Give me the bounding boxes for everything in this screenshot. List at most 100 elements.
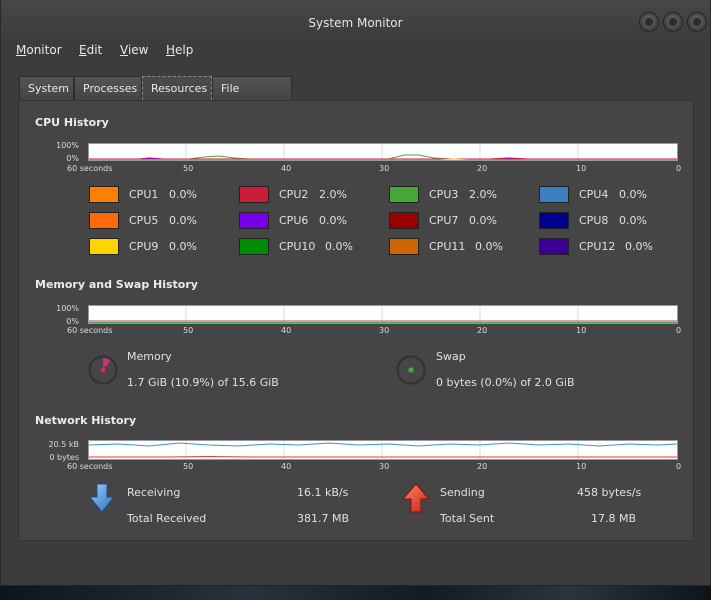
cpu5-color-swatch[interactable] xyxy=(89,212,119,229)
cpu2-value: 2.0% xyxy=(319,188,347,201)
window-title: System Monitor xyxy=(308,16,403,30)
cpu7-value: 0.0% xyxy=(469,214,497,227)
network-y-bottom-label: 0 bytes xyxy=(49,453,79,462)
network-y-top-label: 20.5 kB xyxy=(48,440,79,449)
memory-x-label-40: 40 xyxy=(281,326,292,335)
tab-system[interactable]: System xyxy=(19,76,74,100)
tab-file-systems[interactable]: File Systems xyxy=(212,76,292,118)
cpu9-value: 0.0% xyxy=(169,240,197,253)
cpu12-label: CPU12 xyxy=(579,240,616,253)
total-received-label: Total Received xyxy=(127,512,207,525)
memory-y-bottom-label: 0% xyxy=(66,317,79,326)
tab-processes[interactable]: Processes xyxy=(74,76,142,100)
cpu2-label: CPU2 xyxy=(279,188,309,201)
network-x-label-0: 0 xyxy=(676,462,682,471)
cpu7-color-swatch[interactable] xyxy=(389,212,419,229)
cpu3-color-swatch[interactable] xyxy=(389,186,419,203)
menu-monitor[interactable]: Monitor xyxy=(16,43,62,57)
resources-panel: CPU History 100% 0% 60 seconds 50 40 30 … xyxy=(18,100,694,541)
cpu-x-label-60: 60 seconds xyxy=(67,164,113,173)
menu-edit[interactable]: Edit xyxy=(79,43,103,57)
cpu9-label: CPU9 xyxy=(129,240,159,253)
total-sent-label: Total Sent xyxy=(440,512,495,525)
sending-label: Sending xyxy=(440,486,485,499)
cpu10-value: 0.0% xyxy=(325,240,353,253)
memory-x-label-50: 50 xyxy=(183,326,194,335)
cpu4-color-swatch[interactable] xyxy=(539,186,569,203)
menu-help[interactable]: Help xyxy=(166,43,194,57)
cpu3-value: 2.0% xyxy=(469,188,497,201)
cpu11-label: CPU11 xyxy=(429,240,466,253)
cpu4-label: CPU4 xyxy=(579,188,609,201)
cpu7-label: CPU7 xyxy=(429,214,459,227)
memory-value: 1.7 GiB (10.9%) of 15.6 GiB xyxy=(127,376,279,389)
total-sent-value: 17.8 MB xyxy=(591,512,637,525)
cpu-x-label-40: 40 xyxy=(281,164,292,173)
close-button[interactable] xyxy=(687,12,707,32)
cpu2-color-swatch[interactable] xyxy=(239,186,269,203)
network-x-label-60: 60 seconds xyxy=(67,462,113,471)
total-received-value: 381.7 MB xyxy=(297,512,350,525)
cpu5-label: CPU5 xyxy=(129,214,159,227)
swap-pie-icon[interactable] xyxy=(395,354,427,386)
sending-value: 458 bytes/s xyxy=(577,486,642,499)
receiving-label: Receiving xyxy=(127,486,181,499)
memory-x-label-0: 0 xyxy=(676,326,682,335)
memory-label: Memory xyxy=(127,350,172,363)
cpu12-value: 0.0% xyxy=(625,240,653,253)
cpu8-color-swatch[interactable] xyxy=(539,212,569,229)
swap-label: Swap xyxy=(436,350,466,363)
network-history-graph xyxy=(88,440,678,460)
network-x-label-50: 50 xyxy=(183,462,194,471)
network-history-title: Network History xyxy=(35,414,137,427)
swap-value: 0 bytes (0.0%) of 2.0 GiB xyxy=(436,376,575,389)
memory-history-title: Memory and Swap History xyxy=(35,278,198,291)
title-bar[interactable]: System Monitor xyxy=(1,0,710,40)
cpu9-color-swatch[interactable] xyxy=(89,238,119,255)
sending-arrow-icon[interactable] xyxy=(402,483,430,513)
cpu10-label: CPU10 xyxy=(279,240,316,253)
cpu10-color-swatch[interactable] xyxy=(239,238,269,255)
cpu-x-label-50: 50 xyxy=(183,164,194,173)
cpu6-color-swatch[interactable] xyxy=(239,212,269,229)
receiving-value: 16.1 kB/s xyxy=(297,486,349,499)
cpu-x-label-30: 30 xyxy=(379,164,390,173)
network-x-label-30: 30 xyxy=(379,462,390,471)
cpu-x-label-0: 0 xyxy=(676,164,682,173)
cpu-history-title: CPU History xyxy=(35,116,109,129)
memory-y-top-label: 100% xyxy=(56,304,79,313)
cpu8-label: CPU8 xyxy=(579,214,609,227)
memory-pie-icon[interactable] xyxy=(87,354,119,386)
cpu1-label: CPU1 xyxy=(129,188,159,201)
cpu-history-graph xyxy=(88,143,678,161)
menu-view[interactable]: View xyxy=(120,43,149,57)
memory-history-graph xyxy=(88,305,678,324)
network-x-label-20: 20 xyxy=(477,462,488,471)
memory-x-label-20: 20 xyxy=(477,326,488,335)
receiving-arrow-icon[interactable] xyxy=(89,483,115,513)
cpu12-color-swatch[interactable] xyxy=(539,238,569,255)
minimize-button[interactable] xyxy=(639,12,659,32)
memory-x-label-30: 30 xyxy=(379,326,390,335)
cpu-x-label-10: 10 xyxy=(576,164,587,173)
system-monitor-window: System Monitor Monitor Edit View Help Sy… xyxy=(0,0,711,586)
menu-bar: Monitor Edit View Help xyxy=(1,40,710,62)
cpu11-value: 0.0% xyxy=(475,240,503,253)
tab-resources[interactable]: Resources xyxy=(142,76,212,100)
cpu11-color-swatch[interactable] xyxy=(389,238,419,255)
network-x-label-40: 40 xyxy=(281,462,292,471)
cpu1-color-swatch[interactable] xyxy=(89,186,119,203)
cpu-x-label-20: 20 xyxy=(477,164,488,173)
cpu-y-bottom-label: 0% xyxy=(66,154,79,163)
cpu-y-top-label: 100% xyxy=(56,141,79,150)
cpu4-value: 0.0% xyxy=(619,188,647,201)
cpu6-label: CPU6 xyxy=(279,214,309,227)
cpu6-value: 0.0% xyxy=(319,214,347,227)
cpu3-label: CPU3 xyxy=(429,188,459,201)
cpu8-value: 0.0% xyxy=(619,214,647,227)
network-x-label-10: 10 xyxy=(576,462,587,471)
memory-x-label-60: 60 seconds xyxy=(67,326,113,335)
memory-x-label-10: 10 xyxy=(576,326,587,335)
maximize-button[interactable] xyxy=(663,12,683,32)
cpu5-value: 0.0% xyxy=(169,214,197,227)
